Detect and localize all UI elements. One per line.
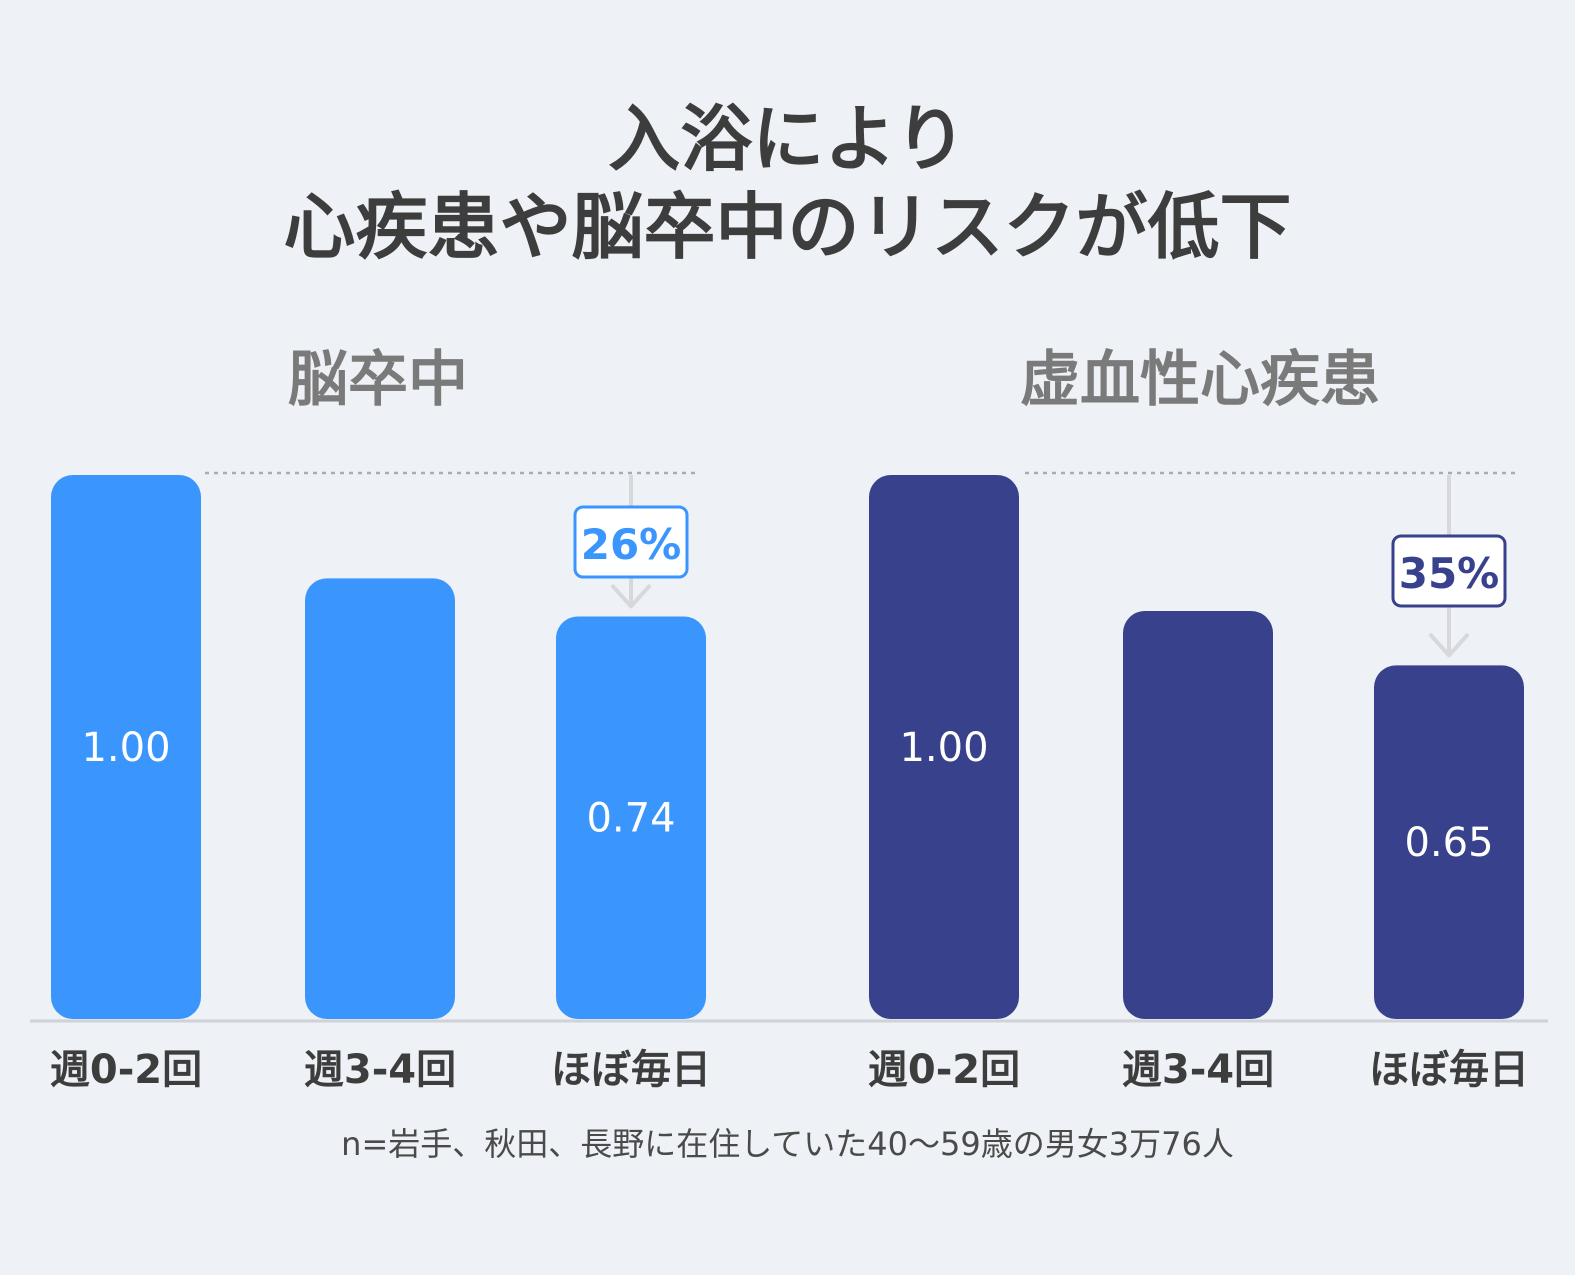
- heart-reduction-badge: [1391, 534, 1507, 608]
- heart-bar-1-value-label: 1.00: [899, 725, 988, 771]
- stroke-bar-1-value-label: 1.00: [81, 725, 170, 771]
- heart-bar-3: [1374, 665, 1524, 1019]
- chart-title-line2: 心疾患や脳卒中のリスクが低下: [283, 185, 1292, 269]
- stroke-category-label-3: ほぼ毎日: [551, 1047, 711, 1093]
- stroke-category-label-2: 週3-4回: [304, 1047, 456, 1093]
- stroke-panel-title: 脳卒中: [288, 345, 468, 415]
- heart-bar-1: [869, 475, 1019, 1019]
- stroke-reduction-arrow-head: [611, 584, 651, 609]
- stroke-reduction-badge-label: 26%: [581, 520, 682, 569]
- stroke-category-label-1: 週0-2回: [50, 1047, 202, 1093]
- heart-category-label-3: ほぼ毎日: [1369, 1047, 1529, 1093]
- heart-reduction-arrow-head: [1429, 633, 1469, 658]
- heart-category-label-2: 週3-4回: [1122, 1047, 1274, 1093]
- heart-category-label-1: 週0-2回: [868, 1047, 1020, 1093]
- stroke-reduction-badge: [573, 505, 689, 579]
- heart-disease-panel-title: 虚血性心疾患: [1020, 345, 1380, 415]
- stroke-bar-3: [556, 616, 706, 1019]
- chart-title-line1: 入浴により: [608, 97, 967, 181]
- heart-bar-2: [1123, 611, 1273, 1019]
- heart-reduction-badge-label: 35%: [1399, 549, 1500, 598]
- heart-bar-3-value-label: 0.65: [1404, 820, 1493, 866]
- stroke-bar-1: [51, 475, 201, 1019]
- stroke-bar-2: [305, 578, 455, 1019]
- stroke-bar-3-value-label: 0.74: [586, 796, 675, 842]
- chart-title: 入浴により 心疾患や脳卒中のリスクが低下: [0, 95, 1575, 271]
- footnote: n=岩手、秋田、長野に在住していた40〜59歳の男女3万76人: [341, 1125, 1234, 1163]
